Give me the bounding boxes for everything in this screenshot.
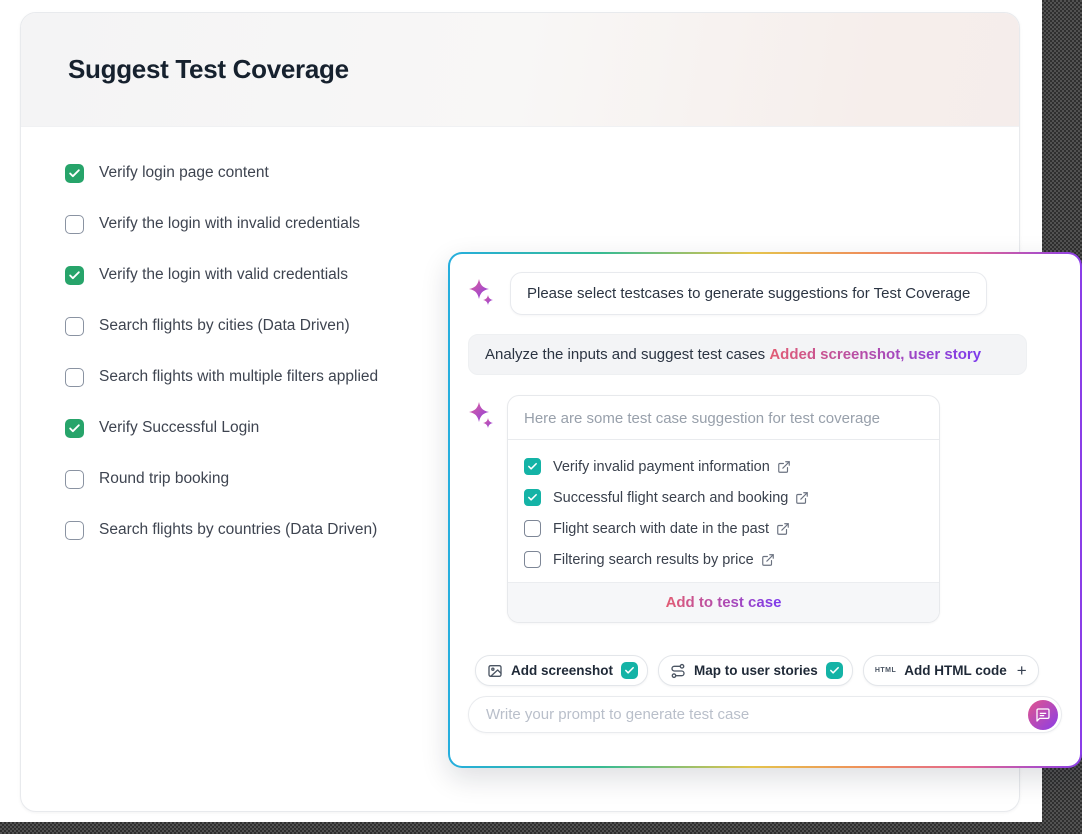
attachment-toolbar: Add screenshot Map to user stories HTML …	[475, 655, 1062, 686]
chat-send-icon	[1036, 708, 1050, 722]
suggestion-item-label: Verify invalid payment information	[553, 458, 770, 475]
check-icon	[528, 462, 537, 470]
checklist-item[interactable]: Round trip booking	[65, 469, 1019, 489]
checkbox[interactable]	[825, 662, 843, 679]
ai-assistant-panel: Please select testcases to generate sugg…	[448, 252, 1082, 768]
send-prompt-button[interactable]	[1028, 700, 1058, 730]
map-user-stories-label: Map to user stories	[694, 663, 818, 678]
user-prompt-echo: Analyze the inputs and suggest test case…	[468, 334, 1027, 375]
checkbox[interactable]	[621, 662, 639, 679]
add-html-code-label: Add HTML code	[904, 663, 1007, 678]
checklist-item[interactable]: Verify Successful Login	[65, 418, 1019, 438]
map-user-stories-chip[interactable]: Map to user stories	[658, 655, 853, 686]
checkbox[interactable]	[524, 458, 541, 475]
sparkle-icon	[469, 402, 493, 428]
checklist-item-label: Search flights by cities (Data Driven)	[99, 317, 350, 334]
assistant-message-bubble: Please select testcases to generate sugg…	[510, 272, 988, 315]
suggestion-item[interactable]: Flight search with date in the past	[524, 520, 923, 537]
add-screenshot-chip[interactable]: Add screenshot	[475, 655, 649, 686]
checklist-item-label: Search flights by countries (Data Driven…	[99, 521, 378, 538]
suggestion-item[interactable]: Filtering search results by price	[524, 551, 923, 568]
check-icon	[69, 168, 80, 177]
route-icon	[671, 663, 685, 678]
checkbox[interactable]	[65, 163, 84, 183]
checklist-item[interactable]: Search flights by cities (Data Driven)	[65, 316, 1019, 336]
checklist-item[interactable]: Verify login page content	[65, 163, 1019, 183]
checkbox[interactable]	[524, 551, 541, 568]
checklist-item-label: Verify login page content	[99, 164, 269, 181]
add-screenshot-label: Add screenshot	[511, 663, 614, 678]
checklist-item-label: Round trip booking	[99, 470, 230, 487]
checkbox[interactable]	[65, 214, 84, 234]
checkbox[interactable]	[65, 367, 84, 387]
suggestion-item-label: Filtering search results by price	[553, 551, 754, 568]
user-prompt-text: Analyze the inputs and suggest test case…	[485, 346, 770, 363]
external-link-icon[interactable]	[761, 553, 775, 567]
checkbox[interactable]	[65, 469, 84, 489]
suggestion-item-label: Flight search with date in the past	[553, 520, 770, 537]
plus-icon[interactable]: +	[1016, 661, 1027, 680]
check-icon	[528, 493, 537, 501]
external-link-icon[interactable]	[795, 491, 809, 505]
checkbox[interactable]	[65, 316, 84, 336]
checkbox[interactable]	[524, 520, 541, 537]
testcase-checklist: Verify login page content Verify the log…	[21, 127, 1019, 540]
prompt-input-row	[468, 696, 1062, 733]
checklist-item[interactable]: Verify the login with valid credentials	[65, 265, 1019, 285]
checklist-item[interactable]: Search flights with multiple filters app…	[65, 367, 1019, 387]
checklist-item-label: Verify Successful Login	[99, 419, 260, 436]
add-to-test-case-label: Add to test case	[665, 594, 782, 611]
suggestions-card: Here are some test case suggestion for t…	[507, 395, 940, 623]
checklist-item-label: Verify the login with valid credentials	[99, 266, 348, 283]
external-link-icon[interactable]	[776, 522, 790, 536]
suggestions-row: Here are some test case suggestion for t…	[468, 395, 1062, 623]
prompt-attachment-highlight: Added screenshot, user story	[769, 346, 982, 363]
suggestion-item[interactable]: Verify invalid payment information	[524, 458, 923, 475]
checkbox[interactable]	[524, 489, 541, 506]
add-html-code-chip[interactable]: HTML Add HTML code +	[862, 655, 1039, 686]
suggestion-item[interactable]: Successful flight search and booking	[524, 489, 923, 506]
card-header: Suggest Test Coverage	[21, 13, 1019, 127]
checkbox[interactable]	[65, 520, 84, 540]
checklist-item[interactable]: Verify the login with invalid credential…	[65, 214, 1019, 234]
checklist-item[interactable]: Search flights by countries (Data Driven…	[65, 520, 1019, 540]
check-icon	[69, 423, 80, 432]
checkbox[interactable]	[65, 418, 84, 438]
suggestions-header: Here are some test case suggestion for t…	[508, 396, 939, 440]
check-icon	[625, 666, 634, 674]
add-to-test-case-button[interactable]: Add to test case	[508, 582, 939, 622]
suggestions-list: Verify invalid payment information Succe…	[508, 444, 939, 582]
checklist-item-label: Verify the login with invalid credential…	[99, 215, 361, 232]
suggestion-item-label: Successful flight search and booking	[553, 489, 789, 506]
html-icon: HTML	[874, 667, 897, 674]
image-icon	[488, 664, 502, 677]
prompt-input[interactable]	[468, 696, 1062, 733]
checklist-item-label: Search flights with multiple filters app…	[99, 368, 379, 385]
checkbox[interactable]	[65, 265, 84, 285]
check-icon	[829, 666, 839, 674]
sparkle-icon	[469, 279, 493, 305]
check-icon	[69, 270, 80, 279]
assistant-message-row: Please select testcases to generate sugg…	[468, 272, 1062, 315]
page-title: Suggest Test Coverage	[68, 54, 349, 84]
external-link-icon[interactable]	[777, 460, 791, 474]
